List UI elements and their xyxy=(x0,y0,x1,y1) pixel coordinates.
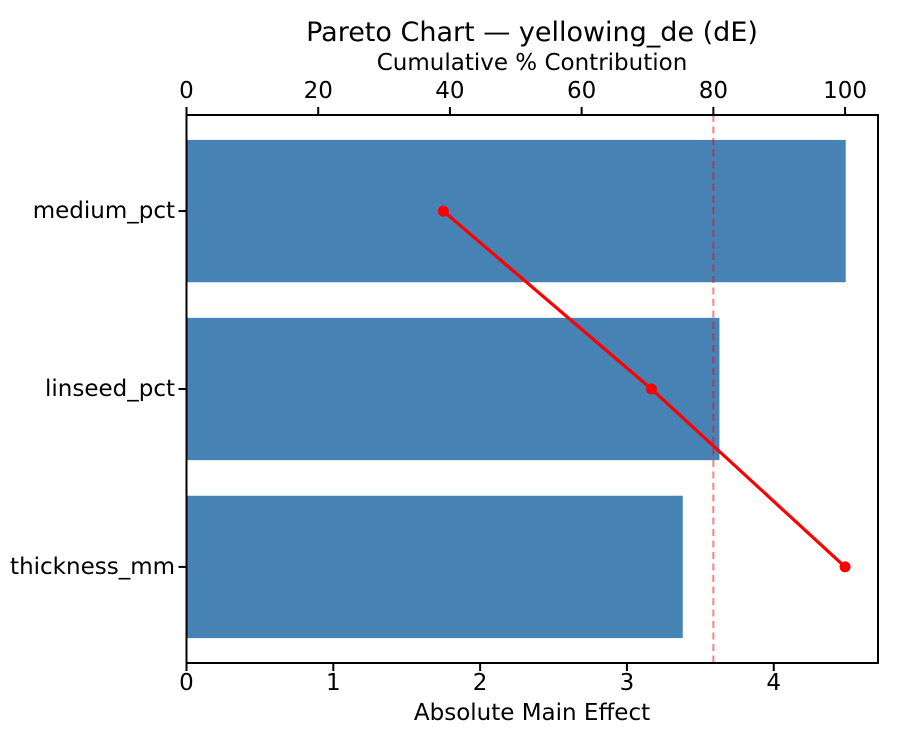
bar-medium_pct xyxy=(186,139,846,283)
bar-thickness_mm xyxy=(186,495,683,639)
bottom-tick-label: 2 xyxy=(472,670,488,696)
bottom-tick-label: 1 xyxy=(325,670,341,696)
bottom-axis-label: Absolute Main Effect xyxy=(413,700,651,726)
cumulative-marker xyxy=(645,383,657,395)
top-tick-label: 100 xyxy=(823,78,868,104)
y-tick-label: thickness_mm xyxy=(10,553,175,580)
bottom-tick-label: 0 xyxy=(179,670,194,696)
cumulative-marker xyxy=(437,205,449,217)
y-tick-label: linseed_pct xyxy=(44,376,175,402)
bottom-tick-label: 4 xyxy=(766,670,782,696)
top-axis-label: Cumulative % Contribution xyxy=(376,50,688,76)
top-tick-label: 0 xyxy=(179,78,194,104)
top-tick-label: 40 xyxy=(435,78,465,104)
top-tick-label: 20 xyxy=(303,78,333,104)
bar-linseed_pct xyxy=(186,317,720,461)
chart-title: Pareto Chart — yellowing_de (dE) xyxy=(306,17,758,48)
cumulative-marker xyxy=(839,561,851,573)
top-tick-label: 60 xyxy=(567,78,597,104)
bottom-tick-label: 3 xyxy=(619,670,635,696)
y-tick-label: medium_pct xyxy=(32,198,175,225)
top-tick-label: 80 xyxy=(698,78,728,104)
